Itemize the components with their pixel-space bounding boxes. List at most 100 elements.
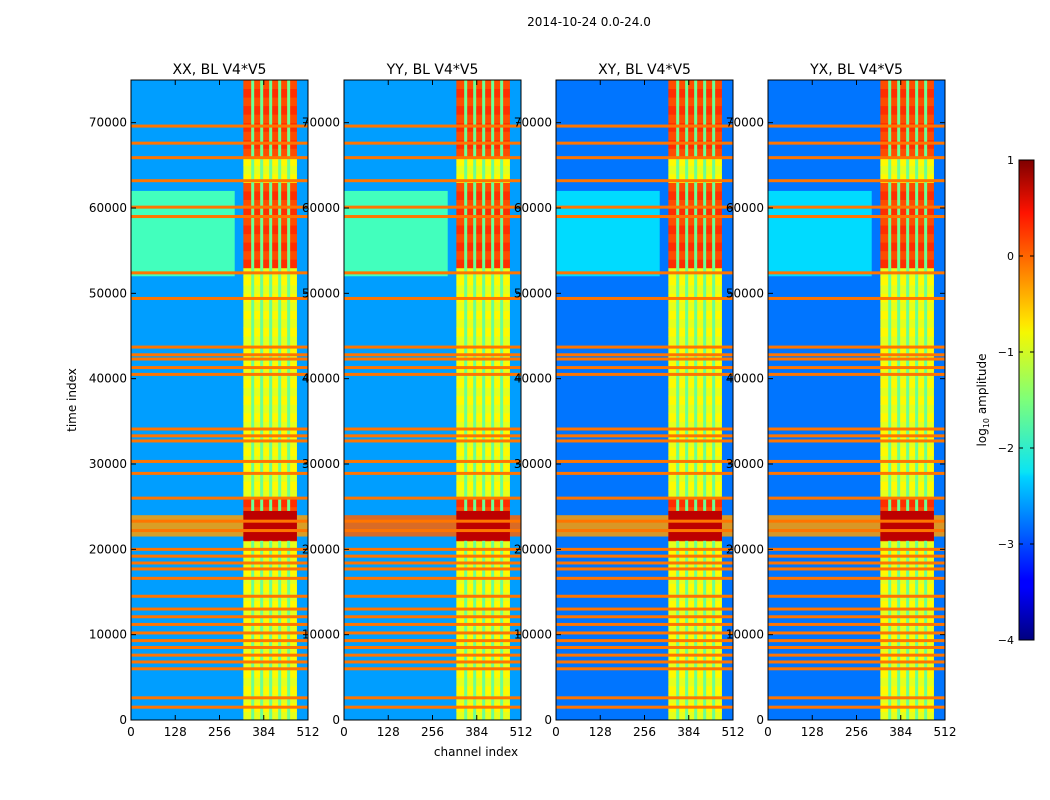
rfi-row: [344, 561, 521, 565]
colorbar-tick-label: −3: [998, 538, 1014, 551]
rfi-row: [344, 271, 521, 275]
rfi-row: [556, 554, 733, 558]
y-tick-label: 60000: [726, 201, 764, 215]
rfi-row: [556, 296, 733, 300]
rfi-row: [556, 696, 733, 700]
panel-yy: YY, BL V4*V5 0 128 256 384 512 0 10000 20000 3000…: [302, 62, 533, 739]
rfi-row: [344, 357, 521, 361]
rfi-row: [131, 296, 308, 300]
heatmap-stripe: [251, 80, 255, 720]
rfi-row: [131, 631, 308, 635]
rfi-row: [131, 345, 308, 349]
x-tick-label: 128: [377, 725, 400, 739]
y-tick-label: 0: [756, 713, 764, 727]
rfi-row: [131, 156, 308, 160]
rfi-row: [344, 667, 521, 671]
panel-xx: XX, BL V4*V5 0 128 256 384 512 0 10000 20000 3000…: [89, 62, 320, 739]
rfi-row: [344, 459, 521, 463]
y-tick-label: 60000: [514, 201, 552, 215]
y-tick-label: 30000: [514, 457, 552, 471]
rfi-row: [131, 471, 308, 475]
rfi-row: [131, 547, 308, 551]
colorbar-label-subscript: 10: [982, 418, 991, 428]
heatmap-stripe: [278, 80, 282, 720]
panel-title: YX, BL V4*V5: [809, 62, 903, 78]
x-tick-label: 128: [801, 725, 824, 739]
rfi-row: [344, 179, 521, 183]
rfi-row: [768, 439, 945, 443]
y-tick-label: 40000: [89, 372, 127, 386]
rfi-row: [131, 353, 308, 357]
y-tick-label: 20000: [302, 542, 340, 556]
rfi-row: [344, 653, 521, 657]
rfi-row: [768, 427, 945, 431]
panel-xy: XY, BL V4*V5 0 128 256 384 512 0 10000 20000 3000…: [514, 62, 745, 739]
y-tick-label: 40000: [726, 372, 764, 386]
colorbar-tick-label: −1: [998, 346, 1014, 359]
rfi-row: [768, 705, 945, 709]
x-tick-label: 256: [633, 725, 656, 739]
rfi-row: [344, 660, 521, 664]
rfi-row: [556, 366, 733, 370]
rfi-row: [768, 459, 945, 463]
heatmap-stripe: [915, 80, 919, 720]
y-tick-label: 20000: [514, 542, 552, 556]
rfi-row: [768, 156, 945, 160]
rfi-row: [131, 622, 308, 626]
rfi-row: [768, 529, 945, 533]
rfi-row: [556, 124, 733, 128]
rfi-row: [556, 345, 733, 349]
rfi-row: [556, 471, 733, 475]
rfi-row: [768, 639, 945, 643]
rfi-row: [131, 615, 308, 619]
rfi-row: [556, 156, 733, 160]
rfi-row: [131, 357, 308, 361]
rfi-row: [768, 296, 945, 300]
rfi-row: [768, 366, 945, 370]
colorbar: −4 −3 −2 −1 0 1 log10 amplitude: [975, 154, 1035, 647]
rfi-row: [131, 372, 308, 376]
rfi-row: [556, 639, 733, 643]
rfi-row: [556, 427, 733, 431]
rfi-row: [556, 653, 733, 657]
colorbar-tick-label: −4: [998, 634, 1014, 647]
rfi-row: [131, 439, 308, 443]
rfi-row: [131, 205, 308, 209]
rfi-row: [556, 179, 733, 183]
rfi-row: [556, 561, 733, 565]
y-tick-label: 10000: [89, 628, 127, 642]
y-tick-label: 30000: [726, 457, 764, 471]
rfi-row: [344, 576, 521, 580]
y-tick-label: 60000: [302, 201, 340, 215]
y-tick-label: 10000: [302, 628, 340, 642]
panel-group: XX, BL V4*V5 0 128 256 384 512 0 10000 20000 3000…: [89, 62, 957, 739]
rfi-row: [768, 576, 945, 580]
figure-title: 2014-10-24 0.0-24.0: [527, 15, 651, 29]
y-tick-label: 70000: [89, 116, 127, 130]
rfi-row: [344, 622, 521, 626]
rfi-row: [556, 529, 733, 533]
rfi-row: [344, 607, 521, 611]
y-tick-label: 50000: [89, 286, 127, 300]
x-tick-label: 512: [297, 725, 320, 739]
rfi-row: [344, 205, 521, 209]
heatmap-stripe: [269, 80, 273, 720]
heatmap-stripe: [287, 80, 291, 720]
rfi-row: [556, 660, 733, 664]
rfi-row: [556, 594, 733, 598]
rfi-row: [768, 519, 945, 523]
rfi-row: [768, 561, 945, 565]
heatmap-stripe: [685, 80, 689, 720]
rfi-row: [131, 594, 308, 598]
heatmap-stripe: [703, 80, 707, 720]
rfi-row: [768, 607, 945, 611]
rfi-row: [556, 353, 733, 357]
x-tick-label: 256: [421, 725, 444, 739]
rfi-row: [131, 607, 308, 611]
y-tick-label: 60000: [89, 201, 127, 215]
rfi-row: [556, 667, 733, 671]
colorbar-ticks: −4 −3 −2 −1 0 1: [998, 154, 1034, 647]
rfi-row: [556, 567, 733, 571]
x-tick-label: 0: [340, 725, 348, 739]
rfi-row: [768, 631, 945, 635]
